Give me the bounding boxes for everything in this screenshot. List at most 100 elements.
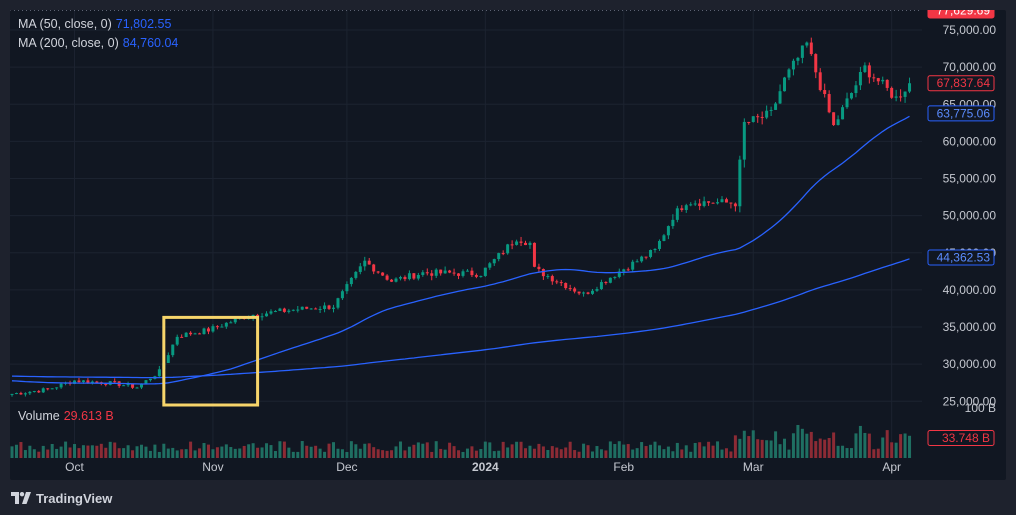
volume-bar	[394, 446, 398, 458]
volume-bar	[457, 450, 461, 458]
volume-bar	[144, 446, 148, 458]
volume-bar	[122, 448, 126, 458]
volume-bar	[751, 430, 755, 458]
candle-body	[622, 269, 626, 272]
candlesticks	[10, 37, 912, 397]
volume-bar	[381, 450, 385, 458]
candle-body	[296, 309, 300, 311]
candle-body	[273, 311, 277, 313]
candle-body	[189, 332, 193, 335]
candle-body	[617, 271, 621, 277]
candle-body	[269, 311, 273, 314]
candle-body	[206, 328, 210, 332]
volume-bar	[559, 449, 563, 458]
candle-body	[376, 271, 380, 273]
volume-bar	[372, 447, 376, 458]
volume-bar	[148, 450, 152, 458]
volume-bar	[805, 433, 809, 458]
volume-bar	[483, 441, 487, 458]
candle-body	[747, 121, 751, 123]
candle-body	[425, 272, 429, 274]
high-price-tag: 77,629.69	[937, 10, 991, 18]
volume-bars	[10, 424, 912, 458]
candle-body	[318, 308, 322, 310]
y-tick-label: 25,000.00	[943, 394, 997, 408]
candle-body	[671, 219, 675, 227]
candle-body	[412, 273, 416, 279]
candle-body	[702, 201, 706, 206]
volume-bar	[358, 448, 362, 458]
volume-bar	[55, 448, 59, 458]
volume-bar	[555, 447, 559, 458]
candle-body	[430, 273, 434, 276]
candle-body	[537, 266, 541, 270]
last-price-tag: 67,837.64	[937, 76, 991, 90]
volume-bar	[265, 443, 269, 458]
price-chart[interactable]: 75,000.0070,000.0065,000.0060,000.0055,0…	[10, 10, 1006, 480]
moving-averages	[11, 115, 910, 385]
candle-body	[590, 290, 594, 294]
volume-bar	[10, 446, 14, 458]
volume-bar	[738, 438, 742, 458]
volume-bar	[90, 445, 94, 458]
candle-body	[890, 87, 894, 98]
volume-bar	[595, 446, 599, 458]
volume-bar	[693, 442, 697, 458]
volume-scale-label: 100 B	[965, 401, 996, 415]
candle-body	[131, 383, 135, 388]
volume-bar	[541, 446, 545, 458]
volume-bar	[215, 447, 219, 458]
volume-bar	[858, 425, 862, 458]
candle-body	[434, 269, 438, 276]
candle-body	[698, 203, 702, 206]
volume-bar	[77, 448, 81, 458]
volume-bar	[635, 448, 639, 458]
candle-body	[662, 235, 666, 241]
candle-body	[81, 380, 85, 383]
volume-bar	[488, 442, 492, 458]
volume-bar	[720, 449, 724, 458]
candle-body	[903, 91, 907, 97]
volume-bar	[238, 448, 242, 458]
volume-bar	[689, 451, 693, 458]
candle-body	[854, 85, 858, 94]
volume-bar	[184, 449, 188, 458]
volume-bar	[220, 446, 224, 458]
volume-bar	[153, 444, 157, 458]
volume-bar	[171, 447, 175, 458]
chart-panel[interactable]: 75,000.00 70,000.00 65,000.00 60,000.00 55,0…	[10, 10, 1006, 480]
x-tick-label: Mar	[743, 460, 764, 474]
candle-body	[707, 201, 711, 203]
volume-bar	[608, 441, 612, 458]
volume-bar	[64, 441, 68, 458]
volume-bar	[50, 443, 54, 458]
tradingview-brand[interactable]: TradingView	[11, 489, 112, 507]
volume-bar	[41, 445, 45, 458]
volume-bar	[139, 444, 143, 458]
candle-body	[724, 199, 728, 203]
candle-body	[876, 78, 880, 82]
candle-body	[497, 253, 501, 260]
volume-bar	[193, 450, 197, 458]
volume-bar	[166, 448, 170, 458]
volume-bar	[180, 449, 184, 458]
candle-body	[791, 60, 795, 70]
volume-bar	[649, 444, 653, 458]
candle-body	[381, 272, 385, 276]
candle-body	[823, 90, 827, 95]
candle-body	[760, 116, 764, 118]
candle-body	[800, 45, 804, 58]
y-tick-label: 60,000.00	[943, 134, 997, 148]
candle-body	[300, 306, 304, 310]
highlight-box	[162, 315, 260, 407]
volume-bar	[305, 445, 309, 458]
ma50-legend-label: MA (50, close, 0)	[18, 17, 112, 31]
candle-body	[827, 94, 831, 113]
volume-bar	[809, 431, 813, 458]
candle-body	[720, 199, 724, 203]
ma50-legend[interactable]: MA (50, close, 0) 71,802.55	[18, 17, 171, 31]
volume-legend[interactable]: Volume 29.613 B	[18, 409, 114, 423]
ma200-legend[interactable]: MA (200, close, 0) 84,760.04	[18, 36, 178, 50]
candle-body	[77, 380, 81, 383]
volume-bar	[537, 443, 541, 458]
